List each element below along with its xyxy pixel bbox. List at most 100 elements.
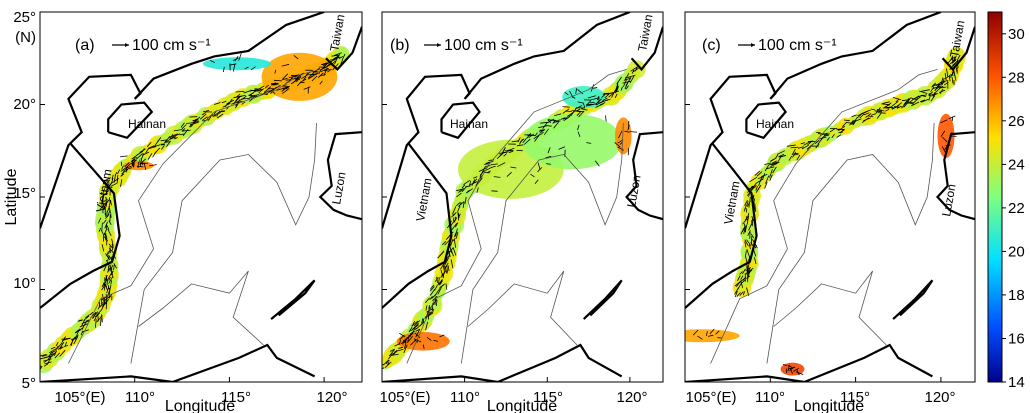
panel-a-velocity-vector [124,167,132,171]
panel-a-velocity-vector [161,145,165,150]
panel-b-velocity-vector [625,85,629,90]
panel-b-velocity-vector [460,187,464,192]
panel-b-velocity-vector [577,131,581,138]
panel-c-velocity-vector [742,219,747,225]
panel-a-velocity-vector [104,298,110,305]
panel-c-velocity-vector [849,119,854,126]
panel-c-velocity-vector [765,175,770,184]
panel-a-velocity-vector [133,162,135,167]
panel-c-velocity-vector [896,102,903,108]
panel-a-scale-arrow [112,43,129,47]
panel-a-velocity-vector [130,158,135,163]
panel-c-velocity-vector [837,128,845,131]
panel-a-velocity-vector [74,331,79,339]
panel-c-isobath-shelf [710,69,938,364]
panel-a-velocity-vector [63,345,69,347]
panel-c-velocity-vector [941,146,947,154]
panel-b-velocity-vector [457,211,460,221]
panel-a-velocity-vector [103,297,106,306]
panel-a-velocity-vector [110,264,114,270]
panel-c-velocity-vector [859,113,865,119]
panel-a-velocity-vector [111,238,114,247]
panel-c-velocity-vector [940,130,946,137]
panel-a-velocity-vector [281,85,289,92]
panel-a-velocity-vector [179,133,185,136]
panel-c-velocity-vector [749,176,758,183]
panel-a-velocity-vector [100,229,105,236]
panel-b-velocity-vector [432,308,434,314]
panel-a-velocity-vector [216,111,222,116]
panel-b-xtick-115: 115° [533,389,563,406]
panel-a-xtick-105: 105°(E) [54,389,105,406]
panel-a-velocity-vector [147,153,153,160]
panel-b-velocity-vector [458,201,465,207]
panel-b-velocity-vector [601,93,606,98]
panel-c-velocity-vector [768,161,778,166]
panel-a-velocity-vector [199,113,207,120]
panel-c-velocity-vector [953,55,957,61]
panel-a-velocity-vector [201,111,208,116]
panel-b-velocity-vector [421,318,424,324]
panel-b-velocity-vector [606,98,611,101]
panel-c-velocity-vector [746,215,749,225]
panel-a-velocity-vector [250,94,260,97]
panel-b-velocity-vector [478,167,487,172]
panel-c-velocity-vector [754,170,760,176]
panel-c-velocity-vector [770,157,777,162]
panel-a-coastline-china [40,12,325,229]
panel-a-isobath-deep [130,122,317,364]
panel-c-velocity-vector [851,114,857,118]
panel-c-velocity-vector [745,257,748,263]
panel-a-velocity-vector [49,348,57,354]
panel-a-velocity-vector [334,57,338,65]
panel-c-velocity-vector [709,328,715,335]
panel-b-velocity-vector [491,165,496,168]
panel-b-velocity-vector [581,108,588,111]
panel-a-velocity-vector [102,189,110,197]
panel-c-velocity-vector [870,113,876,116]
panel-c-velocity-vector [748,267,754,272]
panel-c-velocity-vector [949,58,957,65]
panel-a-velocity-vector [101,314,103,323]
panel-c-velocity-vector [737,282,743,290]
panel-c-place-vietnam: Vietnam [721,180,742,226]
panel-b-velocity-vector [461,185,468,193]
panel-a-velocity-vector [70,337,75,346]
panel-b-velocity-vector [440,263,445,270]
panel-b-velocity-vector [450,248,454,257]
panel-c-place-luzon: Luzon [939,183,958,218]
panel-a-velocity-vector [160,139,167,142]
panel-c-velocity-vector [749,244,751,250]
panel-a-velocity-vector [180,122,185,128]
panel-c-velocity-vector [736,292,741,297]
panel-b-velocity-vector [615,84,619,92]
panel-c-velocity-vector [776,156,782,165]
panel-b-velocity-vector [622,80,631,84]
panel-c-velocity-vector [692,329,699,336]
panel-a-velocity-vector [192,120,200,124]
panel-c-velocity-vector [741,279,746,284]
panel-c-velocity-vector [665,333,673,334]
panel-b-velocity-vector [403,344,408,354]
panel-a-velocity-vector [282,88,290,94]
panel-b-velocity-vector [409,330,415,338]
panel-b-velocity-vector [439,280,443,285]
panel-c-map-layer [685,12,975,382]
panel-c-velocity-vector [890,100,899,108]
panel-b-velocity-vector [534,179,539,185]
panel-a-velocity-vector [216,113,224,119]
panel-c: (c) 100 cm s⁻¹ Hainan Vietnam Luzon Taiw… [665,11,976,413]
panel-b-velocity-vector [437,287,442,295]
panel-b-velocity-vector [393,349,398,355]
panel-c-velocity-vector [766,166,775,170]
panel-c-velocity-vector [787,364,793,368]
panel-b-velocity-vector [481,166,486,173]
panel-b-place-luzon: Luzon [624,174,643,209]
panel-c-velocity-vector [746,200,751,207]
panel-a-velocity-vector [338,55,344,60]
panel-a-vector-layer [40,52,346,371]
panel-b-velocity-vector [464,196,467,204]
panel-b-velocity-vector [456,192,462,198]
panel-c-velocity-vector [777,150,785,155]
panel-a-velocity-vector [107,255,110,262]
